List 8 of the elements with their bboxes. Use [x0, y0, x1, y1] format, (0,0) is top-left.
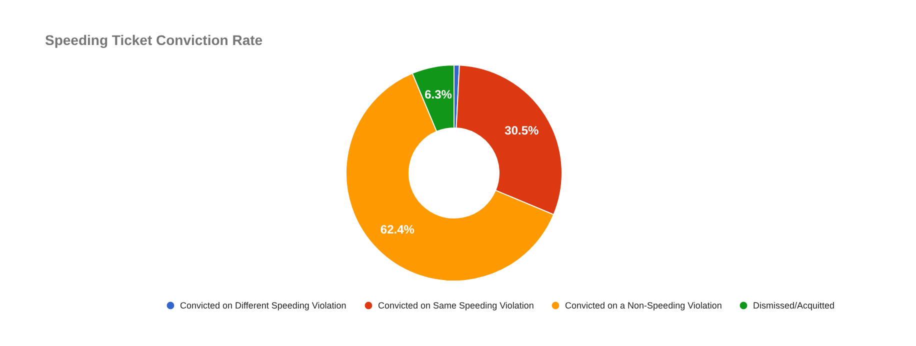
data-label: 6.3%: [424, 88, 452, 102]
legend-label: Convicted on a Non-Speeding Violation: [565, 300, 722, 311]
data-label: 30.5%: [504, 123, 540, 138]
legend-label: Dismissed/Acquitted: [753, 300, 835, 311]
legend-label: Convicted on Same Speeding Violation: [378, 300, 534, 311]
legend-label: Convicted on Different Speeding Violation: [180, 300, 346, 311]
data-label: 62.4%: [380, 222, 415, 237]
chart-title: Speeding Ticket Conviction Rate: [45, 32, 263, 48]
